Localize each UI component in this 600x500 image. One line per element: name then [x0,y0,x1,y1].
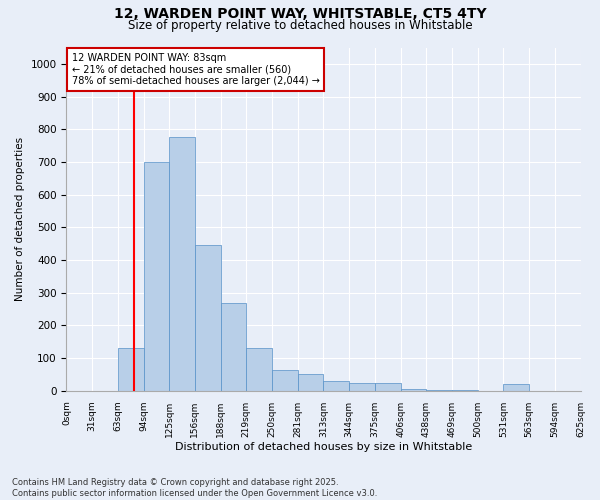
Bar [349,382,375,391]
Bar [323,381,349,391]
Bar [169,138,195,391]
Text: Size of property relative to detached houses in Whitstable: Size of property relative to detached ho… [128,18,472,32]
Bar [503,384,529,391]
Bar [452,390,478,391]
Bar [272,370,298,391]
Bar [118,348,143,391]
Text: Contains HM Land Registry data © Crown copyright and database right 2025.
Contai: Contains HM Land Registry data © Crown c… [12,478,377,498]
Bar [143,162,169,391]
Bar [426,390,452,391]
X-axis label: Distribution of detached houses by size in Whitstable: Distribution of detached houses by size … [175,442,472,452]
Y-axis label: Number of detached properties: Number of detached properties [15,137,25,301]
Text: 12 WARDEN POINT WAY: 83sqm
← 21% of detached houses are smaller (560)
78% of sem: 12 WARDEN POINT WAY: 83sqm ← 21% of deta… [71,52,319,86]
Text: 12, WARDEN POINT WAY, WHITSTABLE, CT5 4TY: 12, WARDEN POINT WAY, WHITSTABLE, CT5 4T… [113,8,487,22]
Bar [221,302,247,391]
Bar [375,382,401,391]
Bar [247,348,272,391]
Bar [401,389,426,391]
Bar [298,374,323,391]
Bar [195,246,221,391]
